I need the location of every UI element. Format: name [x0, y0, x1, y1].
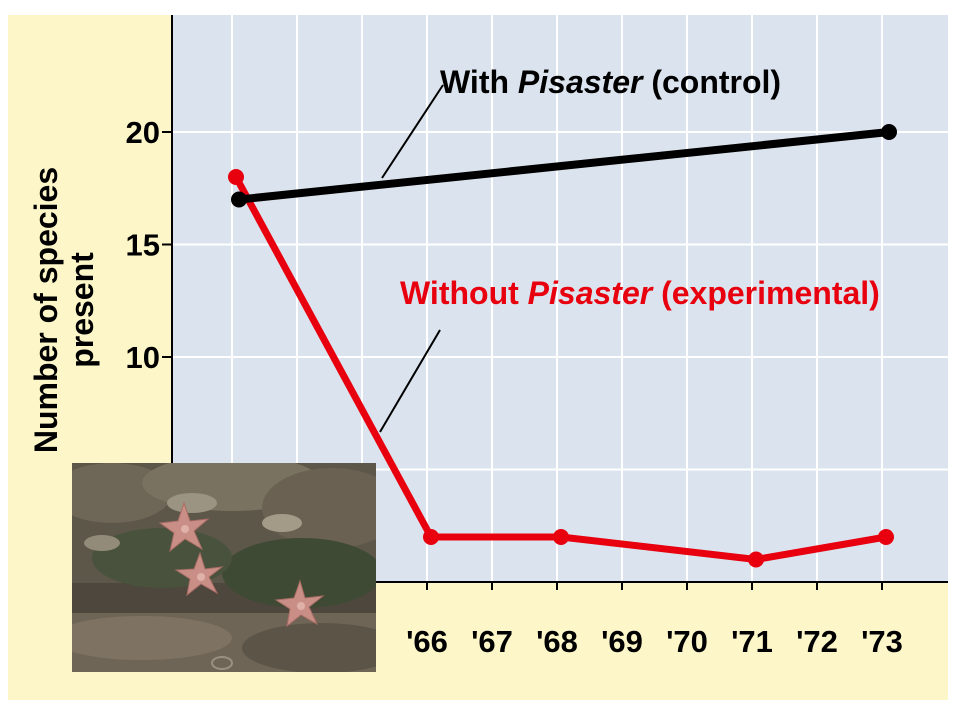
data-point-control-0: [231, 191, 247, 208]
y-axis-label: Number of species present: [28, 167, 100, 453]
data-point-experimental-3: [748, 551, 764, 568]
series-label-control: With Pisaster (control): [440, 64, 781, 100]
x-tick-label-0: '66: [406, 624, 448, 659]
x-ticks: '66 '67 '68 '69 '70 '71 '72 '73: [231, 582, 903, 659]
y-tick-label-1: 15: [126, 228, 160, 263]
series-label-experimental-suffix: (experimental): [652, 275, 880, 311]
x-tick-label-7: '73: [861, 624, 903, 659]
control-label-pointer: [381, 84, 444, 179]
x-tick-label-1: '67: [471, 624, 513, 659]
x-tick-label-3: '69: [601, 624, 643, 659]
x-tick-label-4: '70: [666, 624, 708, 659]
series-label-experimental-prefix: Without: [400, 275, 528, 311]
data-point-experimental-4: [878, 529, 894, 545]
y-tick-label-0: 10: [126, 340, 160, 375]
y-axis-label-line1: Number of species: [28, 167, 64, 453]
series-label-experimental: Without Pisaster (experimental): [400, 275, 880, 311]
sea-star-photo: [72, 463, 376, 672]
data-point-control-1: [881, 124, 897, 140]
data-point-experimental-0: [228, 169, 244, 185]
series: [228, 124, 897, 568]
x-tick-label-2: '68: [536, 624, 578, 659]
series-label-control-suffix: (control): [642, 64, 781, 100]
data-point-experimental-2: [553, 529, 569, 545]
data-point-experimental-1: [423, 529, 439, 545]
x-tick-label-5: '71: [731, 624, 773, 659]
experimental-label-pointer: [379, 329, 441, 433]
series-label-experimental-italic: Pisaster: [528, 275, 654, 311]
y-ticks: 10 15 20: [126, 115, 172, 471]
x-tick-label-6: '72: [796, 624, 838, 659]
grid: [172, 15, 948, 582]
series-label-control-prefix: With: [440, 64, 518, 100]
y-axis-label-line2: present: [64, 252, 100, 368]
series-label-control-italic: Pisaster: [518, 64, 644, 100]
series-line-control: [235, 128, 893, 204]
y-tick-label-2: 20: [126, 115, 160, 150]
